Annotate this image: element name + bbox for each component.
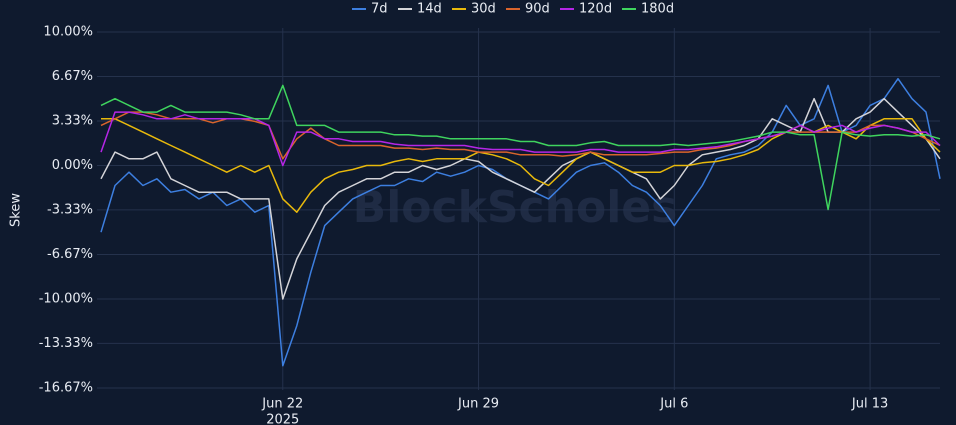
legend-label: 180d [641,2,674,17]
x-year-label: 2025 [266,413,299,425]
legend-label: 90d [525,2,550,17]
legend-label: 120d [579,2,612,17]
y-tick-label: -3.33% [47,202,93,217]
legend-label: 7d [371,2,388,17]
watermark: BlockScholes [353,182,678,233]
x-tick-label: Jul 6 [659,397,688,412]
x-tick-label: Jul 13 [851,397,888,412]
y-tick-label: -6.67% [47,247,93,262]
series-line [100,84,941,211]
y-tick-label: -13.33% [39,336,93,351]
legend-label: 30d [471,2,496,17]
y-tick-label: -16.67% [39,381,93,396]
legend-label: 14d [417,2,442,17]
y-tick-label: -10.00% [39,291,93,306]
y-tick-label: 10.00% [43,25,93,40]
x-tick-label: Jun 29 [457,397,499,412]
x-tick-label: Jun 22 [261,397,303,412]
y-axis-title: Skew [9,193,24,227]
y-tick-label: 6.67% [52,69,93,84]
y-tick-label: 0.00% [52,158,93,173]
y-tick-label: 3.33% [52,114,93,129]
series-line [100,111,941,167]
